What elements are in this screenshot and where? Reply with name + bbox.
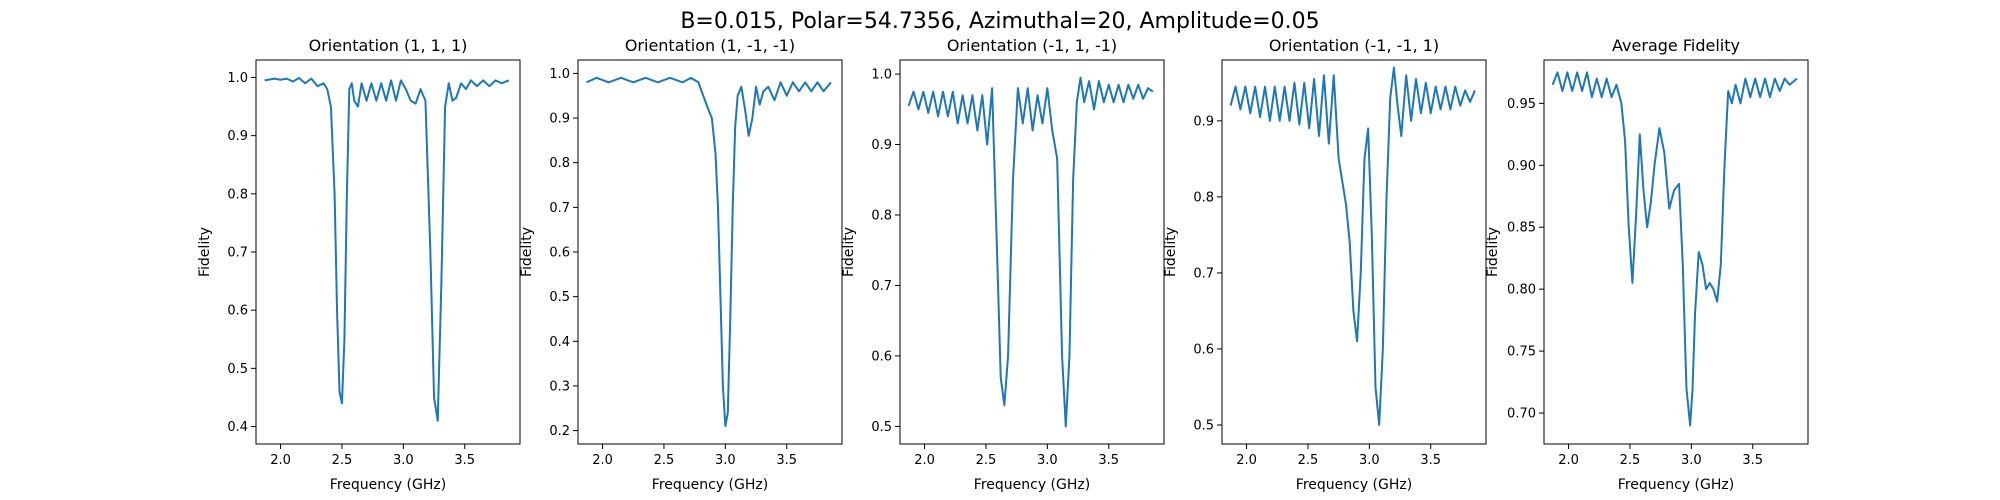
y-tick-label: 0.7 [1193, 266, 1214, 281]
y-tick-label: 0.4 [549, 335, 570, 350]
x-axis-label: Frequency (GHz) [330, 477, 446, 493]
y-tick-label: 0.7 [549, 201, 570, 216]
y-tick-label: 0.9 [227, 129, 248, 144]
y-tick-label: 0.5 [549, 290, 570, 305]
x-tick-label: 3.0 [393, 453, 414, 468]
y-tick-label: 0.5 [227, 362, 248, 377]
x-axis-label: Frequency (GHz) [974, 477, 1090, 493]
axes-frame [1221, 59, 1487, 445]
axes-frame [255, 59, 521, 445]
y-axis-label: Fidelity [197, 227, 213, 277]
x-tick-label: 2.5 [332, 453, 353, 468]
subplot-title: Average Fidelity [1612, 36, 1740, 55]
y-tick-label: 0.2 [549, 424, 570, 439]
x-tick-label: 2.0 [1558, 453, 1579, 468]
y-axis-label: Fidelity [841, 227, 857, 277]
y-tick-label: 0.9 [1193, 114, 1214, 129]
series-line [586, 76, 832, 428]
subplot-title: Orientation (1, 1, 1) [309, 36, 468, 55]
y-tick-label: 0.75 [1507, 345, 1536, 360]
x-tick-label: 3.5 [1742, 453, 1763, 468]
subplot-title: Orientation (-1, 1, -1) [947, 36, 1117, 55]
x-axis-label: Frequency (GHz) [1618, 477, 1734, 493]
y-tick-label: 1.0 [871, 68, 892, 83]
x-axis-label: Frequency (GHz) [1296, 477, 1412, 493]
x-tick-label: 2.5 [976, 453, 997, 468]
x-tick-label: 3.5 [1420, 453, 1441, 468]
y-tick-label: 1.0 [549, 67, 570, 82]
subplot-1: 2.0 2.5 3.0 3.5 0.4 0.5 0.6 0.7 0.8 0.9 1.0 Orienta… [197, 36, 521, 493]
y-tick-label: 0.7 [227, 246, 248, 261]
x-tick-label: 3.5 [776, 453, 797, 468]
y-tick-label: 0.8 [227, 187, 248, 202]
subplot-title: Orientation (-1, -1, 1) [1269, 36, 1439, 55]
subplot-grid: 2.0 2.5 3.0 3.5 0.4 0.5 0.6 0.7 0.8 0.9 1.0 Orienta… [197, 36, 1809, 493]
figure-title: B=0.015, Polar=54.7356, Azimuthal=20, Am… [680, 9, 1319, 34]
y-tick-label: 0.7 [871, 279, 892, 294]
x-tick-label: 2.0 [270, 453, 291, 468]
y-tick-label: 0.9 [549, 112, 570, 127]
series-line [907, 76, 1154, 428]
subplot-title: Orientation (1, -1, -1) [625, 36, 795, 55]
x-tick-label: 3.5 [1098, 453, 1119, 468]
x-tick-label: 2.5 [1620, 453, 1641, 468]
y-tick-label: 0.9 [871, 138, 892, 153]
subplot-3: 2.0 2.5 3.0 3.5 0.5 0.6 0.7 0.8 0.9 1.0 Orientatio… [841, 36, 1165, 493]
x-tick-label: 3.0 [1037, 453, 1058, 468]
x-tick-label: 3.5 [454, 453, 475, 468]
y-tick-label: 0.6 [549, 246, 570, 261]
y-tick-label: 1.0 [227, 71, 248, 86]
x-tick-label: 2.0 [592, 453, 613, 468]
y-tick-label: 0.6 [871, 349, 892, 364]
y-tick-label: 0.95 [1507, 97, 1536, 112]
y-tick-label: 0.70 [1507, 407, 1536, 422]
y-tick-label: 0.8 [549, 156, 570, 171]
x-tick-label: 3.0 [715, 453, 736, 468]
y-tick-label: 0.85 [1507, 221, 1536, 236]
y-tick-label: 0.8 [1193, 190, 1214, 205]
y-tick-label: 0.6 [1193, 342, 1214, 357]
y-tick-label: 0.80 [1507, 283, 1536, 298]
y-tick-label: 0.3 [549, 379, 570, 394]
y-axis-label: Fidelity [519, 227, 535, 277]
x-tick-label: 2.5 [1298, 453, 1319, 468]
y-tick-label: 0.90 [1507, 159, 1536, 174]
y-tick-label: 0.6 [227, 304, 248, 319]
y-tick-label: 0.5 [1193, 418, 1214, 433]
y-tick-label: 0.5 [871, 420, 892, 435]
x-tick-label: 2.5 [654, 453, 675, 468]
axes-frame [577, 59, 843, 445]
axes-frame [899, 59, 1165, 445]
series-line [1229, 66, 1476, 426]
axes-frame [1543, 59, 1809, 445]
x-tick-label: 2.0 [1236, 453, 1257, 468]
y-tick-label: 0.4 [227, 420, 248, 435]
subplot-4: 2.0 2.5 3.0 3.5 0.5 0.6 0.7 0.8 0.9 Orientation (… [1163, 36, 1487, 493]
series-line [1551, 71, 1798, 427]
y-tick-label: 0.8 [871, 209, 892, 224]
y-axis-label: Fidelity [1163, 227, 1179, 277]
x-tick-label: 3.0 [1681, 453, 1702, 468]
x-axis-label: Frequency (GHz) [652, 477, 768, 493]
subplot-2: 2.0 2.5 3.0 3.5 0.2 0.3 0.4 0.5 0.6 0.7 0.8 0.9 1.0 O… [519, 36, 843, 493]
x-tick-label: 3.0 [1359, 453, 1380, 468]
series-line [264, 77, 510, 422]
subplot-5: 2.0 2.5 3.0 3.5 0.70 0.75 0.80 0.85 0.90 0.95 Aver… [1485, 36, 1809, 493]
x-tick-label: 2.0 [914, 453, 935, 468]
y-axis-label: Fidelity [1485, 227, 1501, 277]
